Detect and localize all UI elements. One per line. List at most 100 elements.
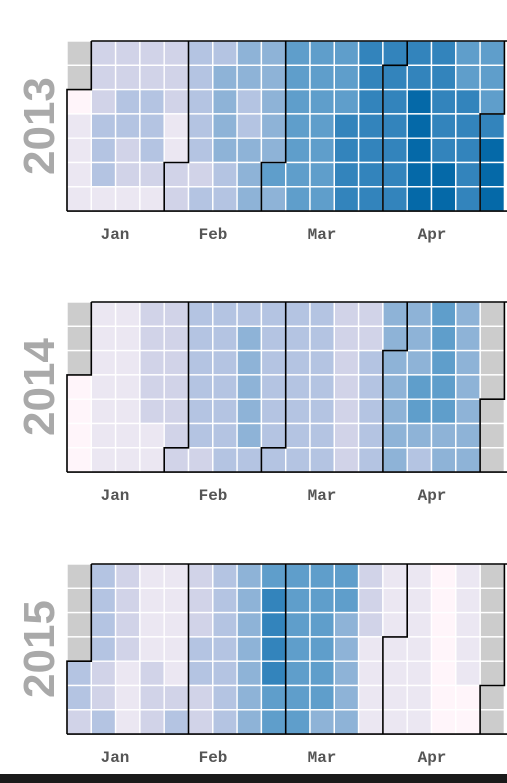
month-label: Mar bbox=[308, 487, 337, 505]
day-cell bbox=[187, 374, 214, 400]
day-cell bbox=[406, 398, 433, 425]
day-cell bbox=[309, 684, 335, 711]
day-cell bbox=[163, 563, 190, 589]
day-cell bbox=[309, 137, 335, 164]
day-cell bbox=[455, 636, 481, 662]
day-cell bbox=[357, 587, 384, 614]
day-cell bbox=[382, 611, 408, 638]
day-cell bbox=[285, 161, 311, 188]
day-cell bbox=[236, 398, 263, 425]
missing-cell bbox=[479, 587, 506, 614]
day-cell bbox=[357, 301, 384, 327]
day-cell bbox=[236, 709, 263, 735]
day-cell bbox=[309, 398, 335, 425]
day-cell bbox=[357, 113, 384, 139]
day-cell bbox=[260, 137, 287, 164]
day-cell bbox=[430, 137, 457, 164]
missing-cell bbox=[479, 660, 506, 687]
missing-cell bbox=[66, 301, 92, 327]
month-label: Apr bbox=[418, 749, 447, 767]
day-cell bbox=[260, 349, 287, 376]
day-cell bbox=[212, 374, 238, 400]
day-cell bbox=[333, 349, 360, 376]
day-cell bbox=[260, 660, 287, 687]
day-cell bbox=[139, 40, 165, 66]
day-cell bbox=[212, 349, 238, 376]
day-cell bbox=[333, 563, 360, 589]
day-cell bbox=[455, 186, 481, 212]
day-cell bbox=[406, 40, 433, 66]
day-cell bbox=[236, 636, 263, 662]
chevron-left-icon[interactable]: ‹ bbox=[4, 363, 16, 398]
day-cell bbox=[357, 611, 384, 638]
day-cell bbox=[187, 447, 214, 473]
missing-cell bbox=[66, 349, 92, 376]
day-cell bbox=[285, 374, 311, 400]
day-cell bbox=[382, 709, 408, 735]
day-cell bbox=[285, 709, 311, 735]
day-cell bbox=[309, 161, 335, 188]
day-cell bbox=[357, 325, 384, 352]
missing-cell bbox=[66, 64, 92, 91]
day-cell bbox=[285, 349, 311, 376]
day-cell bbox=[309, 447, 335, 473]
day-cell bbox=[187, 137, 214, 164]
month-boundary bbox=[163, 41, 190, 212]
day-cell bbox=[90, 88, 117, 115]
day-cell bbox=[357, 374, 384, 400]
day-cell bbox=[333, 684, 360, 711]
day-cell bbox=[333, 325, 360, 352]
day-cell bbox=[139, 611, 165, 638]
missing-cell bbox=[479, 349, 506, 376]
day-cell bbox=[285, 447, 311, 473]
day-cell bbox=[455, 301, 481, 327]
day-cell bbox=[90, 447, 117, 473]
day-cell bbox=[139, 636, 165, 662]
day-cell bbox=[187, 40, 214, 66]
day-cell bbox=[90, 137, 117, 164]
day-cell bbox=[406, 611, 433, 638]
missing-cell bbox=[479, 684, 506, 711]
day-cell bbox=[406, 137, 433, 164]
day-cell bbox=[260, 563, 287, 589]
day-cell bbox=[430, 40, 457, 66]
day-cell bbox=[187, 611, 214, 638]
day-cell bbox=[114, 709, 141, 735]
day-cell bbox=[406, 161, 433, 188]
day-cell bbox=[139, 709, 165, 735]
day-cell bbox=[357, 398, 384, 425]
day-cell bbox=[212, 660, 238, 687]
day-cell bbox=[66, 88, 92, 115]
day-cell bbox=[187, 398, 214, 425]
month-boundary bbox=[479, 564, 506, 735]
day-cell bbox=[236, 349, 263, 376]
day-cell bbox=[187, 563, 214, 589]
day-cell bbox=[430, 563, 457, 589]
day-cell bbox=[333, 422, 360, 449]
day-cell bbox=[90, 709, 117, 735]
day-cell bbox=[66, 660, 92, 687]
day-cell bbox=[236, 587, 263, 614]
day-cell bbox=[479, 88, 506, 115]
missing-cell bbox=[66, 636, 92, 662]
month-label: Jan bbox=[101, 487, 130, 505]
day-cell bbox=[455, 422, 481, 449]
day-cell bbox=[285, 563, 311, 589]
day-cell bbox=[260, 422, 287, 449]
day-cell bbox=[139, 563, 165, 589]
day-cell bbox=[212, 325, 238, 352]
month-boundary bbox=[382, 302, 408, 473]
day-cell bbox=[212, 447, 238, 473]
day-cell bbox=[114, 186, 141, 212]
day-cell bbox=[187, 422, 214, 449]
day-cell bbox=[260, 587, 287, 614]
day-cell bbox=[90, 186, 117, 212]
day-cell bbox=[114, 301, 141, 327]
day-cell bbox=[139, 64, 165, 91]
month-label: Apr bbox=[418, 226, 447, 244]
day-cell bbox=[114, 40, 141, 66]
day-cell bbox=[187, 636, 214, 662]
day-cell bbox=[455, 137, 481, 164]
month-label: Feb bbox=[199, 749, 228, 767]
day-cell bbox=[479, 137, 506, 164]
